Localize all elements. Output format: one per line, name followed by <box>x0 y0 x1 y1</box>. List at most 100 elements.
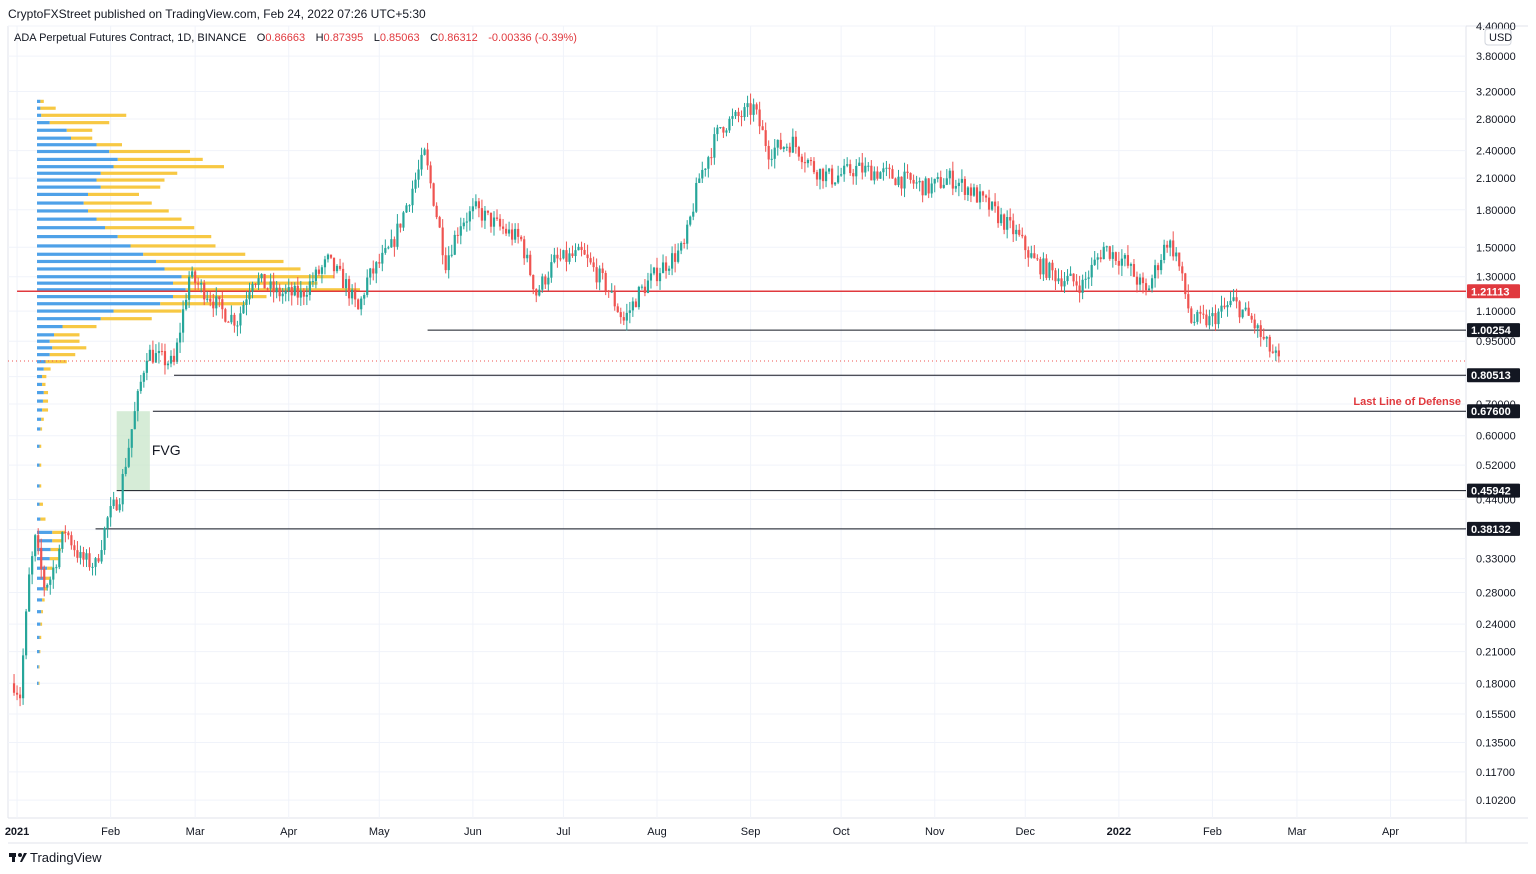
vp-down-bar <box>83 201 152 205</box>
candle <box>191 266 194 279</box>
candle <box>689 215 692 227</box>
candle <box>776 139 779 156</box>
candle <box>1235 288 1238 309</box>
vp-up-bar <box>37 547 51 552</box>
candle <box>76 541 79 563</box>
candle <box>1181 261 1184 281</box>
candle <box>209 292 212 307</box>
vp-up-bar <box>37 444 40 448</box>
tradingview-logo-icon <box>9 853 27 862</box>
candle <box>704 168 707 177</box>
candle <box>891 165 894 179</box>
change-value: -0.00336 (-0.39%) <box>488 32 577 44</box>
vp-up-bar <box>37 530 53 534</box>
candle <box>1111 245 1114 268</box>
candle <box>378 253 381 269</box>
vp-up-bar <box>37 217 97 221</box>
candle <box>1241 309 1244 319</box>
symbol-name: ADA Perpetual Futures Contract, 1D, BINA… <box>14 32 246 44</box>
candle <box>815 169 819 186</box>
candle <box>351 284 354 305</box>
candle <box>1051 259 1054 281</box>
candle <box>97 553 100 564</box>
candle <box>858 157 861 166</box>
level-price-text: 0.67600 <box>1471 406 1511 418</box>
candle <box>785 143 788 152</box>
candle <box>719 127 722 129</box>
candle <box>755 102 758 115</box>
vp-up-bar <box>37 267 165 271</box>
currency-badge[interactable]: USD <box>1484 28 1512 46</box>
vp-down-bar <box>38 665 40 669</box>
last-line-of-defense-label: Last Line of Defense <box>1353 396 1461 408</box>
vp-up-bar <box>37 106 41 110</box>
tradingview-logo[interactable]: TradingView <box>9 850 102 865</box>
candle <box>767 140 770 170</box>
vp-up-bar <box>37 587 44 591</box>
candle <box>1217 308 1220 329</box>
candle <box>344 273 348 296</box>
vp-up-bar <box>37 171 101 175</box>
candle <box>293 282 296 297</box>
vp-up-bar <box>37 295 173 299</box>
candle <box>674 243 677 273</box>
x-tick-label: Sep <box>741 826 761 838</box>
candle <box>797 145 800 161</box>
candle <box>993 193 997 213</box>
candle <box>263 273 266 289</box>
candle <box>957 178 960 197</box>
candle <box>411 180 414 213</box>
y-tick-label: 2.80000 <box>1476 114 1516 126</box>
candle <box>746 95 749 117</box>
candle <box>852 168 855 185</box>
candle <box>275 280 278 299</box>
candle <box>803 152 807 173</box>
candle <box>586 244 589 268</box>
candle <box>1075 274 1078 291</box>
candle <box>1250 313 1253 323</box>
vp-down-bar <box>100 317 152 321</box>
candle <box>332 257 336 279</box>
candle <box>933 178 936 193</box>
candle <box>1027 246 1030 267</box>
candle <box>1024 234 1027 260</box>
candle <box>314 266 318 289</box>
candle <box>568 247 571 265</box>
candle <box>951 161 954 196</box>
candle <box>1084 271 1087 289</box>
candle <box>749 93 752 125</box>
y-tick-label: 3.80000 <box>1476 51 1516 63</box>
candle <box>1045 254 1048 281</box>
time-axis[interactable]: 2021 Feb Mar Apr May Jun Jul Aug Sep Oct Nov Dec 202… <box>5 826 1400 838</box>
candle <box>1141 272 1145 294</box>
candle <box>477 197 481 218</box>
candle <box>414 172 417 193</box>
candle <box>341 262 345 289</box>
candle <box>492 211 496 236</box>
vp-down-bar <box>42 382 46 387</box>
vp-down-bar <box>49 121 110 125</box>
candle <box>441 219 444 265</box>
candle <box>302 288 305 306</box>
candle <box>230 305 233 325</box>
vp-down-bar <box>143 252 246 256</box>
candle <box>290 282 293 306</box>
candle <box>743 102 746 121</box>
candle <box>480 199 484 228</box>
vp-down-bar <box>173 281 318 285</box>
candle <box>556 247 559 268</box>
candle <box>326 253 330 263</box>
x-tick-label: Jul <box>556 826 570 838</box>
x-tick-label: Aug <box>647 826 667 838</box>
candle <box>1072 273 1075 287</box>
candle <box>1190 306 1193 324</box>
candle <box>281 287 284 304</box>
vp-up-bar <box>37 557 50 561</box>
candle <box>655 257 659 287</box>
candle <box>535 288 538 303</box>
candle <box>1123 253 1126 267</box>
vp-up-bar <box>37 333 54 337</box>
candle <box>1114 251 1117 266</box>
vp-up-bar <box>37 244 131 248</box>
candle <box>483 206 487 229</box>
